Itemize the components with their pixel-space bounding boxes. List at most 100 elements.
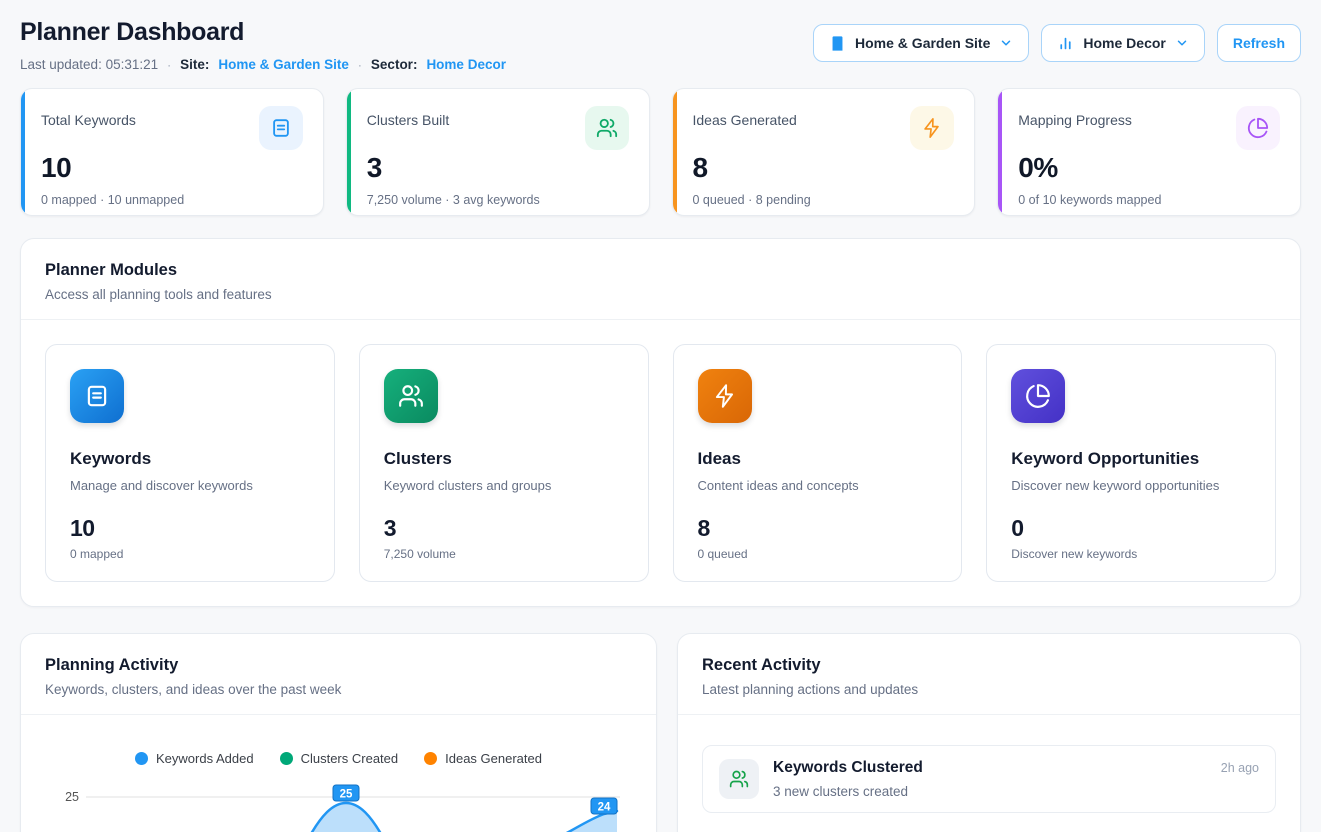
last-updated-text: Last updated: 05:31:21	[20, 57, 158, 72]
activity-item-keywords-clustered[interactable]: Keywords Clustered 2h ago 3 new clusters…	[702, 745, 1276, 813]
planning-activity-title: Planning Activity	[45, 656, 632, 675]
legend-label: Keywords Added	[156, 751, 254, 766]
module-title: Clusters	[384, 449, 624, 469]
module-description: Keyword clusters and groups	[384, 478, 624, 493]
stat-card-total-keywords: Total Keywords 10 0 mapped · 10 unmapped	[20, 88, 324, 216]
activity-description: 3 new clusters created	[773, 784, 1259, 799]
legend-dot-blue	[135, 752, 148, 765]
module-description: Manage and discover keywords	[70, 478, 310, 493]
activity-title: Keywords Clustered	[773, 759, 923, 777]
module-card-ideas[interactable]: Ideas Content ideas and concepts 8 0 que…	[673, 344, 963, 582]
stat-label: Clusters Built	[367, 106, 449, 128]
module-value: 8	[698, 515, 938, 542]
stat-subtext: 0 of 10 keywords mapped	[1018, 193, 1280, 207]
sector-selector-label: Home Decor	[1083, 35, 1165, 51]
modules-panel-header: Planner Modules Access all planning tool…	[21, 239, 1300, 320]
legend-dot-green	[280, 752, 293, 765]
activity-content: Keywords Clustered 2h ago 3 new clusters…	[773, 759, 1259, 799]
site-selector-dropdown[interactable]: Home & Garden Site	[813, 24, 1029, 62]
activity-timestamp: 2h ago	[1221, 761, 1259, 775]
module-subtext: 0 mapped	[70, 547, 310, 561]
planner-dashboard-page: Planner Dashboard Last updated: 05:31:21…	[0, 0, 1321, 832]
refresh-button[interactable]: Refresh	[1217, 24, 1301, 62]
recent-activity-panel: Recent Activity Latest planning actions …	[677, 633, 1301, 832]
document-icon	[70, 369, 124, 423]
stat-subtext: 0 queued · 8 pending	[693, 193, 955, 207]
refresh-label: Refresh	[1233, 35, 1285, 51]
modules-title: Planner Modules	[45, 261, 1276, 280]
data-label-24: 24	[591, 798, 617, 814]
module-subtext: Discover new keywords	[1011, 547, 1251, 561]
module-value: 3	[384, 515, 624, 542]
stat-card-ideas-generated: Ideas Generated 8 0 queued · 8 pending	[672, 88, 976, 216]
stat-subtext: 7,250 volume · 3 avg keywords	[367, 193, 629, 207]
meta-separator: ·	[167, 58, 171, 72]
sector-label: Sector:	[371, 57, 418, 72]
module-title: Ideas	[698, 449, 938, 469]
header-actions: Home & Garden Site Home Decor Refresh	[813, 24, 1301, 62]
stat-card-clusters-built: Clusters Built 3 7,250 volume · 3 avg ke…	[346, 88, 650, 216]
building-icon	[829, 35, 846, 52]
legend-label: Ideas Generated	[445, 751, 542, 766]
lightning-icon	[910, 106, 954, 150]
module-subtext: 0 queued	[698, 547, 938, 561]
data-label-25: 25	[333, 785, 359, 801]
stat-value: 3	[367, 152, 629, 184]
modules-subtitle: Access all planning tools and features	[45, 287, 1276, 302]
users-icon	[384, 369, 438, 423]
page-meta: Last updated: 05:31:21 · Site: Home & Ga…	[20, 57, 506, 72]
modules-grid: Keywords Manage and discover keywords 10…	[21, 320, 1300, 606]
activity-chart: 25 25 24	[21, 771, 656, 832]
stat-value: 0%	[1018, 152, 1280, 184]
legend-item-keywords-added: Keywords Added	[135, 751, 254, 766]
page-title: Planner Dashboard	[20, 18, 506, 47]
sector-link[interactable]: Home Decor	[426, 57, 506, 72]
module-value: 10	[70, 515, 310, 542]
legend-item-clusters-created: Clusters Created	[280, 751, 399, 766]
stat-label: Ideas Generated	[693, 106, 797, 128]
recent-activity-list: Keywords Clustered 2h ago 3 new clusters…	[678, 715, 1300, 813]
module-subtext: 7,250 volume	[384, 547, 624, 561]
chevron-down-icon	[1175, 36, 1189, 50]
document-icon	[259, 106, 303, 150]
site-link[interactable]: Home & Garden Site	[218, 57, 349, 72]
lightning-icon	[698, 369, 752, 423]
stat-label: Total Keywords	[41, 106, 136, 128]
stat-subtext: 0 mapped · 10 unmapped	[41, 193, 303, 207]
page-header: Planner Dashboard Last updated: 05:31:21…	[20, 18, 1301, 72]
stat-cards-row: Total Keywords 10 0 mapped · 10 unmapped…	[20, 88, 1301, 216]
module-card-clusters[interactable]: Clusters Keyword clusters and groups 3 7…	[359, 344, 649, 582]
svg-text:24: 24	[598, 802, 611, 814]
recent-activity-subtitle: Latest planning actions and updates	[702, 682, 1276, 697]
chart-legend: Keywords Added Clusters Created Ideas Ge…	[21, 751, 656, 766]
y-axis-tick: 25	[65, 790, 79, 804]
series-area-fill	[307, 803, 385, 832]
stat-card-mapping-progress: Mapping Progress 0% 0 of 10 keywords map…	[997, 88, 1301, 216]
bar-chart-icon	[1057, 35, 1074, 52]
planner-modules-panel: Planner Modules Access all planning tool…	[20, 238, 1301, 607]
module-description: Content ideas and concepts	[698, 478, 938, 493]
pie-chart-icon	[1236, 106, 1280, 150]
stat-value: 8	[693, 152, 955, 184]
stat-label: Mapping Progress	[1018, 106, 1132, 128]
module-title: Keywords	[70, 449, 310, 469]
meta-separator: ·	[358, 58, 362, 72]
legend-dot-orange	[424, 752, 437, 765]
module-card-keywords[interactable]: Keywords Manage and discover keywords 10…	[45, 344, 335, 582]
planning-activity-subtitle: Keywords, clusters, and ideas over the p…	[45, 682, 632, 697]
pie-chart-icon	[1011, 369, 1065, 423]
module-value: 0	[1011, 515, 1251, 542]
module-description: Discover new keyword opportunities	[1011, 478, 1251, 493]
legend-label: Clusters Created	[301, 751, 399, 766]
recent-activity-title: Recent Activity	[702, 656, 1276, 675]
module-card-keyword-opportunities[interactable]: Keyword Opportunities Discover new keywo…	[986, 344, 1276, 582]
sector-selector-dropdown[interactable]: Home Decor	[1041, 24, 1204, 62]
stat-value: 10	[41, 152, 303, 184]
chevron-down-icon	[999, 36, 1013, 50]
module-title: Keyword Opportunities	[1011, 449, 1251, 469]
svg-text:25: 25	[340, 789, 353, 801]
users-icon	[719, 759, 759, 799]
users-icon	[585, 106, 629, 150]
site-selector-label: Home & Garden Site	[855, 35, 990, 51]
area-chart-svg: 25 25 24	[45, 771, 632, 832]
